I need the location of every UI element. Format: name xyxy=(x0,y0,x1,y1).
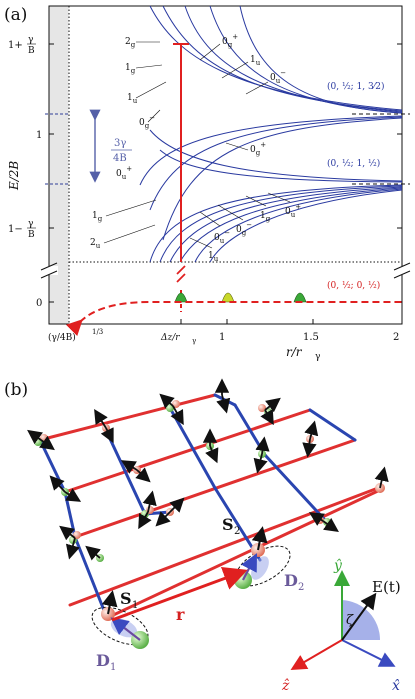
svg-text:(γ/4B): (γ/4B) xyxy=(48,332,76,343)
x-axis-arrow xyxy=(341,639,396,667)
svg-text:0g−: 0g− xyxy=(139,114,155,130)
svg-text:0g+: 0g+ xyxy=(222,33,238,49)
x-ticks xyxy=(180,319,403,324)
svg-text:1u: 1u xyxy=(250,55,261,67)
panel-a: (a) 1+ γ B 1 1− γ B 0 xyxy=(4,5,411,362)
plot-frame xyxy=(48,5,403,325)
y-axis-label: E/2B xyxy=(7,161,21,191)
y-tick-labels: 1+ γ B 1 1− γ B 0 xyxy=(8,35,42,309)
axis-break-right xyxy=(393,266,411,275)
ground-state-curve xyxy=(65,301,402,337)
E-field-arrow xyxy=(341,592,377,641)
leader-lines xyxy=(103,41,291,249)
panel-a-label: (a) xyxy=(4,5,27,25)
svg-text:γ: γ xyxy=(315,352,320,362)
S1-label: S xyxy=(120,589,132,608)
svg-text:0g−: 0g− xyxy=(236,221,252,237)
svg-text:1g: 1g xyxy=(125,63,136,75)
svg-text:1+: 1+ xyxy=(8,40,23,51)
peak-2 xyxy=(221,292,235,303)
svg-text:1: 1 xyxy=(132,600,138,611)
svg-text:1−: 1− xyxy=(8,224,23,235)
axis-break-left xyxy=(40,266,58,275)
polarization-sector xyxy=(342,600,381,640)
x-tick-labels: (γ/4B) 1/3 Δz/r γ 1 1.5 2 r/r γ xyxy=(48,328,399,362)
svg-text:2g: 2g xyxy=(125,37,136,49)
z-axis-arrow xyxy=(290,639,343,671)
svg-text:Δz/r: Δz/r xyxy=(160,333,180,343)
gap-label-num: 3γ xyxy=(114,138,126,149)
svg-text:1.5: 1.5 xyxy=(303,332,319,343)
curves-lower xyxy=(149,129,403,263)
zeta-label: ζ xyxy=(346,613,354,628)
svg-text:1/3: 1/3 xyxy=(92,328,103,336)
svg-text:1u: 1u xyxy=(208,251,219,263)
svg-text:2: 2 xyxy=(298,582,304,593)
x-axis-label: x̂ xyxy=(392,678,400,694)
svg-text:γ: γ xyxy=(192,337,196,345)
peak-1 xyxy=(174,292,188,303)
svg-text:γ: γ xyxy=(28,35,33,45)
svg-text:B: B xyxy=(28,230,35,240)
excluded-region xyxy=(49,6,69,324)
svg-text:1g: 1g xyxy=(92,211,103,223)
svg-text:0u+: 0u+ xyxy=(116,165,132,181)
E-label: E(t) xyxy=(372,578,401,596)
svg-text:1u: 1u xyxy=(127,93,138,105)
svg-text:B: B xyxy=(28,46,35,56)
state-label-mid: (0, ½; 1, ½) xyxy=(327,158,380,169)
state-label-bottom: (0, ½; 0, ½) xyxy=(327,280,380,291)
svg-text:2: 2 xyxy=(234,526,240,537)
curves-upper xyxy=(139,5,403,241)
svg-text:0u−: 0u− xyxy=(270,69,286,85)
state-label-top: (0, ½; 1, 3⁄2) xyxy=(327,81,385,92)
S2-label: S xyxy=(222,515,234,534)
peak-3 xyxy=(293,292,307,303)
svg-text:0g+: 0g+ xyxy=(250,141,266,157)
svg-text:1: 1 xyxy=(219,332,225,343)
r-label: r xyxy=(176,605,185,624)
z-axis-label: ẑ xyxy=(281,677,290,694)
panel-b-label: (b) xyxy=(4,380,28,400)
lattice xyxy=(38,393,382,620)
y-axis-label: ŷ xyxy=(333,557,343,574)
svg-text:2u: 2u xyxy=(90,238,101,250)
svg-text:2: 2 xyxy=(393,332,399,343)
x-axis-label: r/r xyxy=(286,345,303,359)
gap-label-den: 4B xyxy=(113,153,127,164)
spin-arrows xyxy=(27,378,389,561)
D2-label: D xyxy=(284,571,298,590)
svg-text:1: 1 xyxy=(36,130,42,141)
D1-label: D xyxy=(96,651,110,670)
svg-text:γ: γ xyxy=(28,219,33,229)
svg-text:1g: 1g xyxy=(260,211,271,223)
panel-b: (b) xyxy=(4,378,401,694)
r-vector xyxy=(111,566,248,622)
svg-text:0: 0 xyxy=(36,298,42,309)
svg-text:1: 1 xyxy=(110,662,116,673)
